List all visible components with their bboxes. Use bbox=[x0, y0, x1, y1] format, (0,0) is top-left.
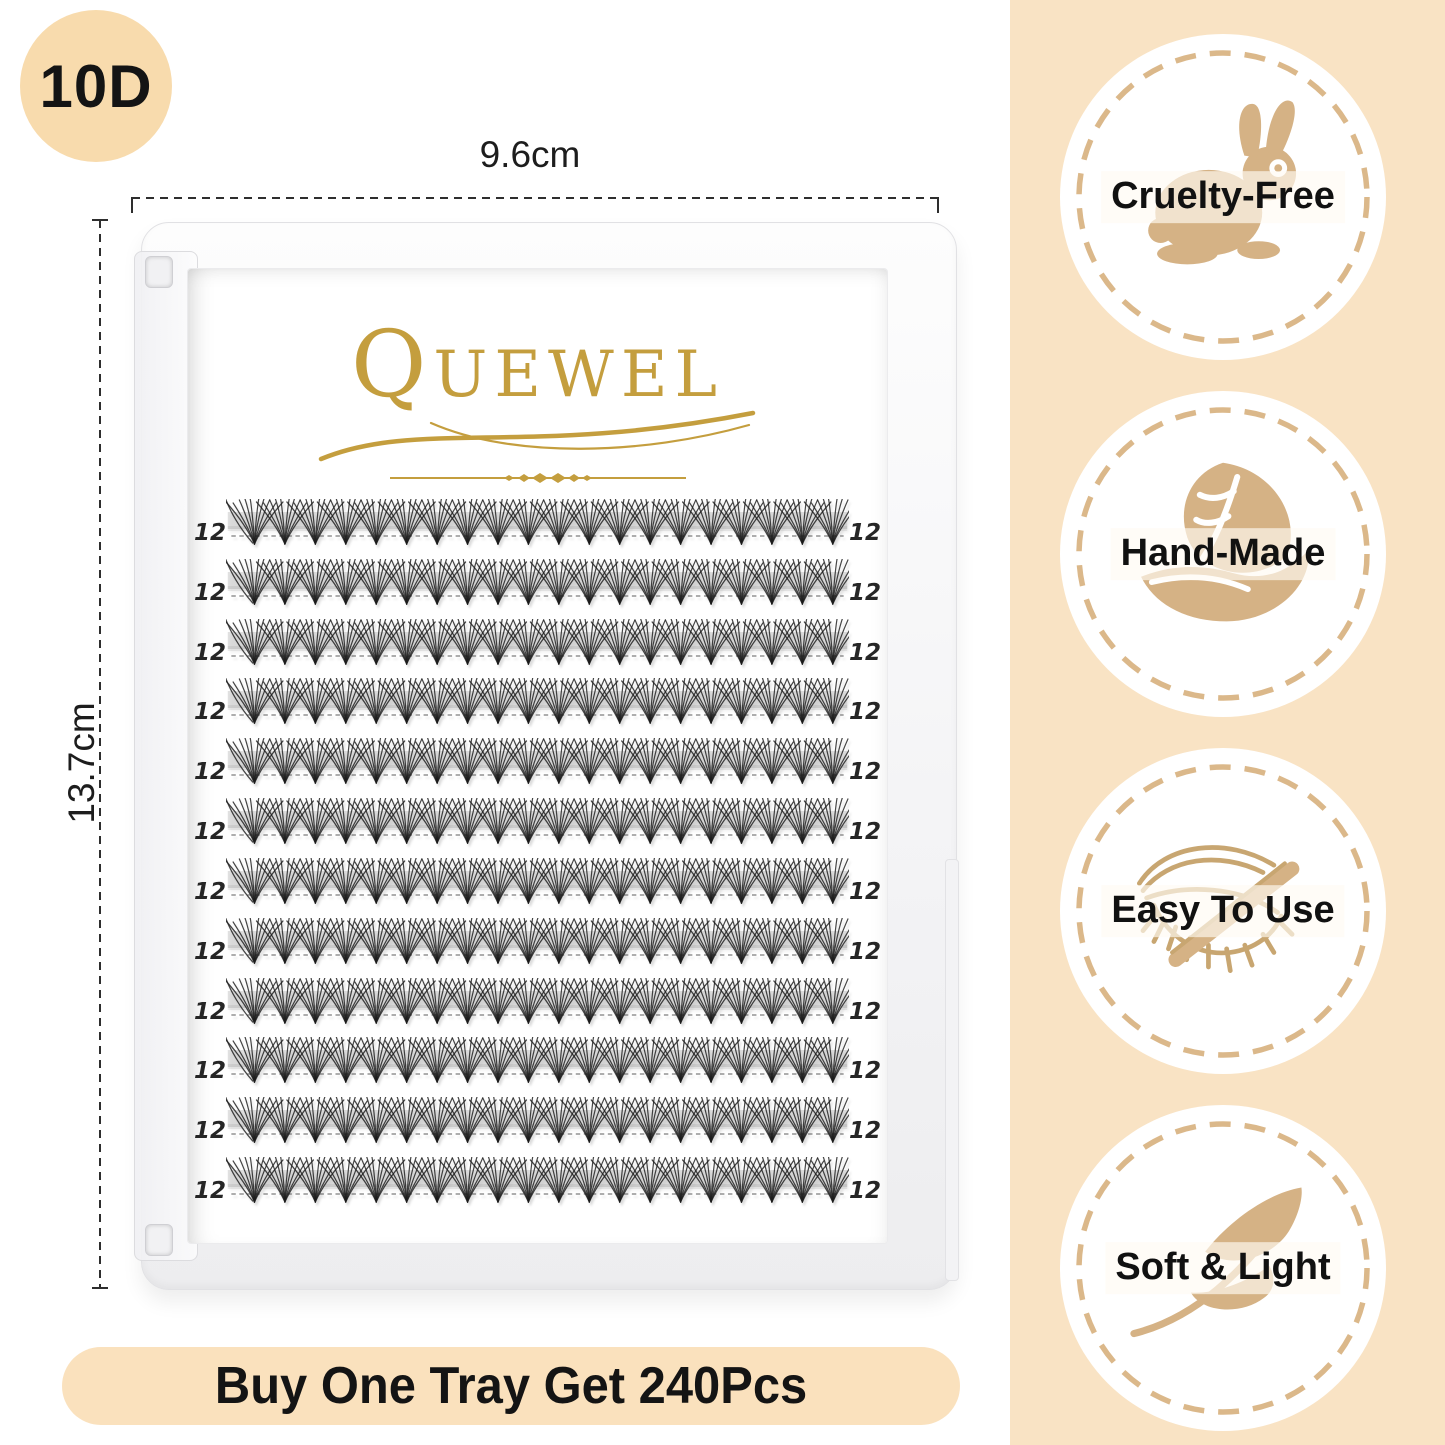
feature-soft-light: Soft & Light bbox=[1060, 1105, 1386, 1431]
height-measurement-label: 13.7cm bbox=[61, 702, 102, 824]
row-size-label-left: 12 bbox=[194, 759, 227, 786]
logo-swoosh bbox=[318, 410, 755, 462]
width-measure-tick-right bbox=[937, 197, 939, 213]
tray-inner-card: QUEWEL 12 12 12 12 12 12 12 bbox=[187, 268, 888, 1244]
row-size-label-left: 12 bbox=[194, 1177, 227, 1204]
tray-hinge-pin-bottom bbox=[145, 1224, 173, 1256]
lash-tray: QUEWEL 12 12 12 12 12 12 12 bbox=[134, 222, 959, 1290]
lash-rows: 12 12 12 12 12 12 12 12 12 12 12 12 12 bbox=[194, 499, 881, 1215]
lash-row-strip bbox=[226, 1037, 849, 1083]
feature-label: Cruelty-Free bbox=[1101, 171, 1345, 223]
lash-row-strip bbox=[226, 499, 849, 545]
lash-row: 12 12 bbox=[194, 1097, 881, 1155]
row-size-label-left: 12 bbox=[194, 819, 227, 846]
row-size-label-right: 12 bbox=[849, 938, 882, 965]
lash-row: 12 12 bbox=[194, 558, 882, 617]
row-size-label-left: 12 bbox=[194, 520, 227, 546]
feature-hand-made: Hand-Made bbox=[1060, 391, 1386, 717]
lash-row-strip bbox=[226, 798, 849, 844]
row-size-label-left: 12 bbox=[194, 1058, 227, 1085]
row-size-label-left: 12 bbox=[194, 878, 227, 905]
row-size-label-right: 12 bbox=[849, 579, 882, 606]
row-size-label-right: 12 bbox=[849, 998, 882, 1025]
row-size-label-right: 12 bbox=[849, 1058, 882, 1085]
dimension-badge: 10D bbox=[20, 10, 172, 162]
promo-banner-text: Buy One Tray Get 240Pcs bbox=[214, 1357, 808, 1415]
dashed-ring bbox=[1076, 764, 1370, 1058]
width-measurement-label: 9.6cm bbox=[479, 134, 581, 175]
brand-logo-text: QUEWEL bbox=[350, 311, 725, 418]
lash-row: 12 12 bbox=[194, 1037, 881, 1095]
lash-row-strip bbox=[226, 618, 849, 665]
dashed-ring bbox=[1076, 1121, 1370, 1415]
dimension-badge-label: 10D bbox=[39, 52, 153, 120]
lash-row-strip bbox=[226, 977, 849, 1024]
lash-row: 12 12 bbox=[194, 977, 882, 1036]
row-size-label-right: 12 bbox=[849, 639, 882, 666]
row-size-label-right: 12 bbox=[849, 1177, 882, 1204]
tray-hinge-pin-top bbox=[145, 256, 173, 288]
lash-row: 12 12 bbox=[194, 499, 881, 557]
dashed-ring bbox=[1076, 50, 1370, 344]
row-size-label-left: 12 bbox=[194, 579, 227, 606]
row-size-label-left: 12 bbox=[194, 639, 227, 666]
feature-label: Soft & Light bbox=[1105, 1242, 1341, 1294]
row-size-label-right: 12 bbox=[849, 819, 882, 846]
row-size-label-left: 12 bbox=[194, 699, 227, 726]
row-size-label-right: 12 bbox=[849, 520, 882, 546]
row-size-label-right: 12 bbox=[849, 1118, 882, 1145]
lash-row-strip bbox=[226, 558, 849, 605]
lash-row-strip bbox=[226, 678, 849, 725]
dashed-ring bbox=[1076, 407, 1370, 701]
lash-row-strip bbox=[226, 857, 849, 904]
row-size-label-left: 12 bbox=[194, 938, 227, 965]
lash-row-strip bbox=[226, 1156, 849, 1203]
width-measurement-line bbox=[132, 197, 938, 199]
logo-divider bbox=[389, 473, 686, 483]
lash-row-strip bbox=[226, 738, 849, 784]
lash-row: 12 12 bbox=[194, 618, 882, 677]
feature-label: Easy To Use bbox=[1101, 885, 1345, 937]
feature-cruelty-free: Cruelty-Free bbox=[1060, 34, 1386, 360]
brand-logo: QUEWEL bbox=[303, 319, 773, 487]
height-measure-tick-bottom bbox=[92, 1287, 108, 1289]
lash-row: 12 12 bbox=[194, 917, 882, 976]
row-size-label-right: 12 bbox=[849, 699, 882, 726]
row-size-label-right: 12 bbox=[849, 759, 882, 786]
lash-row: 12 12 bbox=[194, 857, 882, 916]
lash-row: 12 12 bbox=[194, 1156, 882, 1215]
promo-banner: Buy One Tray Get 240Pcs bbox=[62, 1347, 960, 1425]
lash-row: 12 12 bbox=[194, 798, 881, 856]
width-measure-tick-left bbox=[131, 197, 133, 213]
row-size-label-right: 12 bbox=[849, 878, 882, 905]
feature-easy-to-use: Easy To Use bbox=[1060, 748, 1386, 1074]
row-size-label-left: 12 bbox=[194, 1118, 227, 1145]
height-measure-tick-top bbox=[92, 219, 108, 221]
row-size-label-left: 12 bbox=[194, 998, 227, 1025]
lash-row-strip bbox=[226, 917, 849, 964]
tray-latch bbox=[945, 859, 959, 1281]
height-measurement-line bbox=[99, 220, 101, 1288]
lash-row-strip bbox=[226, 1097, 849, 1143]
feature-label: Hand-Made bbox=[1110, 528, 1336, 580]
lash-row: 12 12 bbox=[194, 678, 881, 736]
lash-row: 12 12 bbox=[194, 738, 881, 796]
